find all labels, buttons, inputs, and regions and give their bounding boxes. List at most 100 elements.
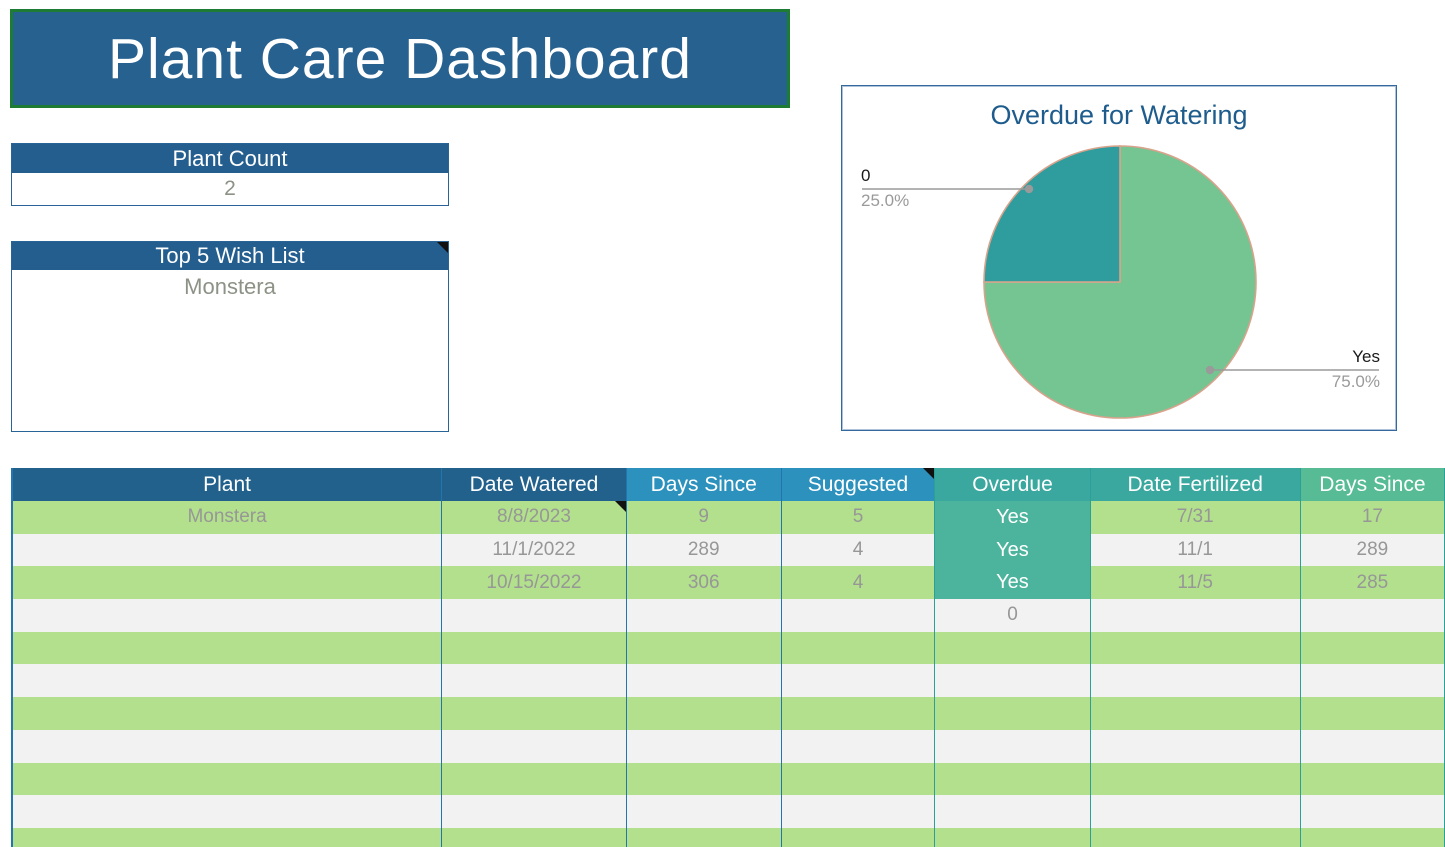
- cell-days_since_watered[interactable]: [626, 762, 782, 796]
- cell-suggested[interactable]: [781, 762, 936, 796]
- cell-plant[interactable]: [11, 533, 443, 567]
- cell-date_watered[interactable]: [441, 664, 627, 698]
- cell-suggested[interactable]: [781, 795, 936, 828]
- cell-plant[interactable]: [11, 664, 443, 698]
- cell-plant[interactable]: [11, 729, 443, 763]
- cell-days_since_watered[interactable]: [626, 795, 782, 828]
- cell-days_since_fertilized[interactable]: [1300, 762, 1445, 796]
- cell-overdue[interactable]: [934, 827, 1091, 847]
- cell-suggested[interactable]: [781, 827, 936, 847]
- wish-list-card: Top 5 Wish List Monstera: [11, 241, 449, 432]
- cell-plant[interactable]: [11, 599, 443, 632]
- dashboard-title-banner: Plant Care Dashboard: [10, 9, 790, 108]
- cell-date_watered[interactable]: [441, 729, 627, 763]
- pie-label-0-percent: 25.0%: [861, 191, 910, 210]
- column-header-days_since_watered[interactable]: Days Since: [626, 468, 782, 501]
- wish-list-body[interactable]: Monstera: [12, 270, 448, 300]
- table-row: [11, 697, 1445, 730]
- cell-suggested[interactable]: 5: [781, 501, 936, 534]
- cell-overdue[interactable]: 0: [934, 599, 1091, 632]
- cell-days_since_fertilized[interactable]: [1300, 631, 1445, 665]
- cell-date_fertilized[interactable]: [1090, 729, 1301, 763]
- cell-overdue[interactable]: [934, 664, 1091, 698]
- cell-date_fertilized[interactable]: [1090, 795, 1301, 828]
- cell-overdue[interactable]: [934, 697, 1091, 730]
- cell-date_watered[interactable]: [441, 827, 627, 847]
- column-header-label: Days Since: [1319, 472, 1426, 496]
- cell-overdue[interactable]: Yes: [934, 501, 1091, 534]
- cell-days_since_watered[interactable]: 9: [626, 501, 782, 534]
- plant-count-header[interactable]: Plant Count: [12, 144, 448, 173]
- cell-date_watered[interactable]: 11/1/2022: [441, 533, 627, 567]
- cell-suggested[interactable]: [781, 599, 936, 632]
- cell-suggested[interactable]: [781, 631, 936, 665]
- cell-date_fertilized[interactable]: 11/5: [1090, 566, 1301, 600]
- cell-date_watered[interactable]: [441, 697, 627, 730]
- cell-overdue[interactable]: [934, 631, 1091, 665]
- cell-days_since_fertilized[interactable]: 17: [1300, 501, 1445, 534]
- cell-date_watered[interactable]: 10/15/2022: [441, 566, 627, 600]
- cell-days_since_watered[interactable]: [626, 664, 782, 698]
- column-header-date_fertilized[interactable]: Date Fertilized: [1090, 468, 1301, 501]
- cell-plant[interactable]: Monstera: [11, 501, 443, 534]
- cell-suggested[interactable]: [781, 664, 936, 698]
- cell-plant[interactable]: [11, 631, 443, 665]
- cell-date_watered[interactable]: [441, 599, 627, 632]
- column-header-suggested[interactable]: Suggested: [781, 468, 936, 501]
- cell-suggested[interactable]: [781, 729, 936, 763]
- cell-date_watered[interactable]: [441, 762, 627, 796]
- cell-date_fertilized[interactable]: [1090, 599, 1301, 632]
- cell-days_since_fertilized[interactable]: [1300, 729, 1445, 763]
- cell-plant[interactable]: [11, 566, 443, 600]
- cell-overdue[interactable]: Yes: [934, 566, 1091, 600]
- column-header-overdue[interactable]: Overdue: [934, 468, 1091, 501]
- column-header-date_watered[interactable]: Date Watered: [441, 468, 627, 501]
- cell-suggested[interactable]: [781, 697, 936, 730]
- cell-date_fertilized[interactable]: [1090, 631, 1301, 665]
- plant-count-value-cell[interactable]: 2: [12, 173, 448, 205]
- cell-overdue[interactable]: [934, 795, 1091, 828]
- cell-date_watered[interactable]: [441, 795, 627, 828]
- column-header-days_since_fertilized[interactable]: Days Since: [1300, 468, 1445, 501]
- column-header-plant[interactable]: Plant: [11, 468, 443, 501]
- plant-count-label: Plant Count: [172, 145, 288, 171]
- cell-date_watered[interactable]: 8/8/2023: [441, 501, 627, 534]
- cell-date_fertilized[interactable]: [1090, 827, 1301, 847]
- cell-date_fertilized[interactable]: [1090, 697, 1301, 730]
- wish-list-item: Monstera: [184, 274, 276, 299]
- cell-days_since_watered[interactable]: [626, 827, 782, 847]
- cell-days_since_watered[interactable]: 306: [626, 566, 782, 600]
- cell-days_since_watered[interactable]: [626, 697, 782, 730]
- cell-days_since_fertilized[interactable]: [1300, 795, 1445, 828]
- cell-overdue[interactable]: Yes: [934, 533, 1091, 567]
- cell-date_fertilized[interactable]: [1090, 664, 1301, 698]
- cell-suggested[interactable]: 4: [781, 533, 936, 567]
- cell-date_fertilized[interactable]: [1090, 762, 1301, 796]
- cell-days_since_watered[interactable]: [626, 631, 782, 665]
- cell-plant[interactable]: [11, 795, 443, 828]
- cell-days_since_watered[interactable]: [626, 599, 782, 632]
- cell-date_fertilized[interactable]: 11/1: [1090, 533, 1301, 567]
- wish-list-header[interactable]: Top 5 Wish List: [12, 242, 448, 270]
- cell-days_since_fertilized[interactable]: [1300, 697, 1445, 730]
- cell-days_since_fertilized[interactable]: [1300, 599, 1445, 632]
- table-row: [11, 664, 1445, 698]
- cell-plant[interactable]: [11, 762, 443, 796]
- cell-date_watered[interactable]: [441, 631, 627, 665]
- table-row: [11, 795, 1445, 828]
- cell-overdue[interactable]: [934, 729, 1091, 763]
- cell-overdue[interactable]: [934, 762, 1091, 796]
- cell-date_fertilized[interactable]: 7/31: [1090, 501, 1301, 534]
- cell-plant[interactable]: [11, 697, 443, 730]
- overdue-pie-chart[interactable]: Overdue for Watering 0 25.0% Yes 75.0%: [841, 85, 1397, 431]
- cell-plant[interactable]: [11, 827, 443, 847]
- cell-days_since_watered[interactable]: 289: [626, 533, 782, 567]
- cell-suggested[interactable]: 4: [781, 566, 936, 600]
- cell-days_since_fertilized[interactable]: 289: [1300, 533, 1445, 567]
- cell-days_since_fertilized[interactable]: 285: [1300, 566, 1445, 600]
- cell-days_since_watered[interactable]: [626, 729, 782, 763]
- pie-label-yes-percent: 75.0%: [1331, 372, 1380, 391]
- cell-days_since_fertilized[interactable]: [1300, 664, 1445, 698]
- cell-days_since_fertilized[interactable]: [1300, 827, 1445, 847]
- table-row: Monstera 8/8/2023 9 5 Yes 7/31 17: [11, 501, 1445, 534]
